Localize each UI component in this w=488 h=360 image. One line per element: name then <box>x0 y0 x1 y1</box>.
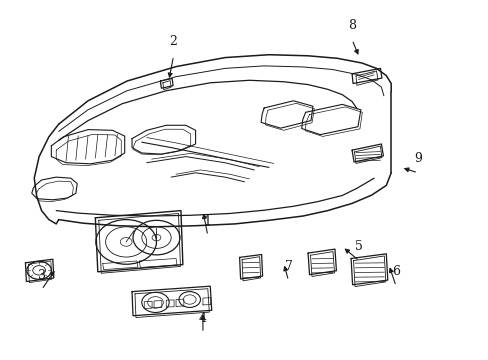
Text: 5: 5 <box>355 240 363 253</box>
Text: 6: 6 <box>391 265 399 278</box>
Text: 7: 7 <box>284 260 292 273</box>
Text: 4: 4 <box>199 312 206 325</box>
Text: 9: 9 <box>413 152 421 165</box>
Text: 1: 1 <box>203 215 211 228</box>
Text: 3: 3 <box>38 269 45 282</box>
Text: 2: 2 <box>169 35 177 48</box>
Text: 8: 8 <box>347 19 355 32</box>
